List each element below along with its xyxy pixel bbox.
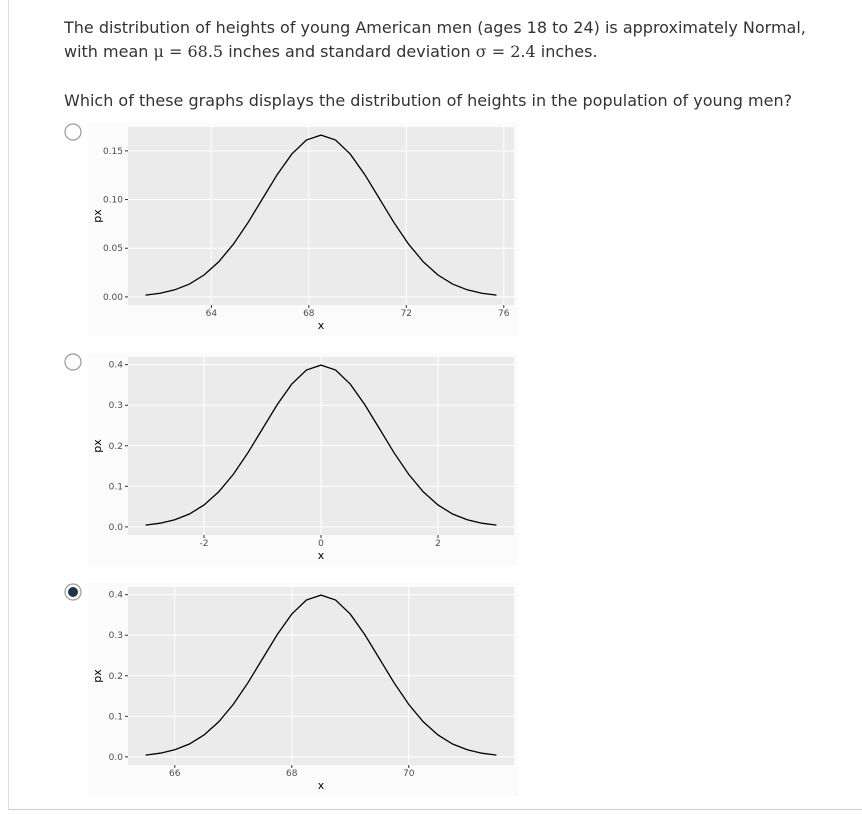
y-tick-label: 0.15 bbox=[103, 147, 123, 157]
y-tick-label: 0.10 bbox=[103, 196, 123, 206]
x-axis-title: x bbox=[318, 319, 325, 332]
y-tick-label: 0.2 bbox=[109, 442, 123, 452]
x-axis-title: x bbox=[318, 779, 325, 792]
density-curve bbox=[145, 364, 497, 526]
y-tick-label: 0.2 bbox=[109, 672, 123, 682]
math: σ = 2.4 bbox=[475, 42, 536, 61]
x-tick-label: -2 bbox=[200, 539, 209, 549]
x-axis-title: x bbox=[318, 549, 325, 562]
radio-button[interactable] bbox=[64, 123, 82, 141]
math: μ = 68.5 bbox=[153, 42, 224, 61]
y-tick-label: 0.05 bbox=[103, 244, 123, 254]
x-tick-label: 68 bbox=[286, 769, 298, 779]
y-tick-label: 0.00 bbox=[103, 293, 123, 303]
option: 0.0 0.1 0.2 0.3 0.4 66 68 70 x px bbox=[64, 583, 518, 796]
radio-button[interactable] bbox=[64, 353, 82, 371]
density-curve bbox=[145, 594, 497, 756]
y-axis-title: px bbox=[91, 209, 104, 223]
density-curve bbox=[145, 134, 497, 296]
y-tick-label: 0.4 bbox=[109, 591, 124, 601]
y-axis-title: px bbox=[91, 439, 104, 453]
x-tick-label: 2 bbox=[435, 539, 441, 549]
y-tick-label: 0.1 bbox=[109, 482, 123, 492]
text: inches and standard deviation bbox=[228, 42, 471, 61]
option: 0.0 0.1 0.2 0.3 0.4 -2 0 2 x px bbox=[64, 353, 518, 566]
y-tick-label: 0.0 bbox=[109, 523, 124, 533]
question-prompt: Which of these graphs displays the distr… bbox=[64, 91, 793, 110]
y-tick-label: 0.3 bbox=[109, 401, 123, 411]
question-intro: The distribution of heights of young Ame… bbox=[64, 16, 844, 64]
x-tick-label: 64 bbox=[206, 309, 218, 319]
plot-panel bbox=[128, 127, 514, 305]
x-tick-label: 68 bbox=[303, 309, 315, 319]
x-tick-label: 0 bbox=[318, 539, 324, 549]
x-tick-label: 66 bbox=[169, 769, 181, 779]
y-tick-label: 0.3 bbox=[109, 631, 123, 641]
option: 0.00 0.05 0.10 0.15 64 68 72 76 x px bbox=[64, 123, 518, 336]
panel-frame bbox=[8, 0, 862, 810]
y-tick-label: 0.1 bbox=[109, 712, 123, 722]
y-tick-label: 0.0 bbox=[109, 753, 124, 763]
x-tick-label: 70 bbox=[403, 769, 415, 779]
x-tick-label: 76 bbox=[498, 309, 510, 319]
x-tick-label: 72 bbox=[401, 309, 412, 319]
text: inches. bbox=[540, 42, 598, 61]
y-axis-title: px bbox=[91, 669, 104, 683]
y-tick-label: 0.4 bbox=[109, 361, 124, 371]
radio-selected-dot bbox=[68, 587, 78, 597]
text: The distribution of heights of young Ame… bbox=[64, 18, 806, 61]
